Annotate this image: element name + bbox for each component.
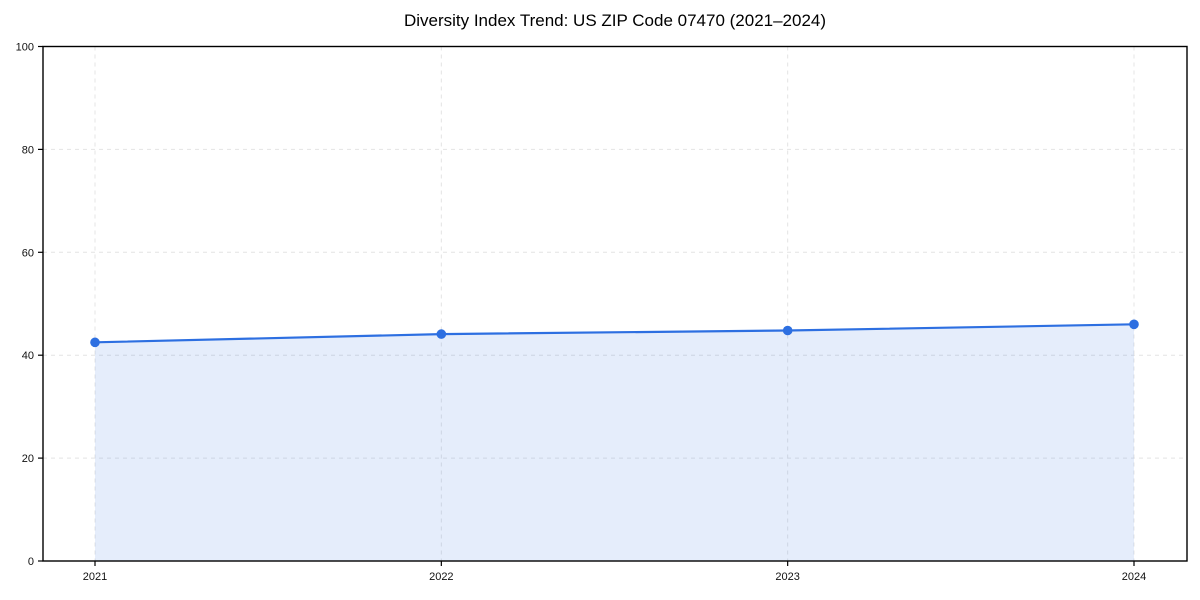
x-tick-label: 2024 bbox=[1122, 571, 1146, 583]
y-tick-label: 60 bbox=[22, 247, 34, 259]
plot-border bbox=[42, 45, 1188, 562]
tick-marks bbox=[38, 45, 1135, 566]
y-tick-label: 100 bbox=[16, 42, 34, 54]
data-point bbox=[436, 329, 447, 339]
y-tick-label: 80 bbox=[22, 144, 34, 156]
data-point bbox=[1129, 319, 1139, 330]
y-tick-label: 0 bbox=[28, 556, 34, 568]
trend-line bbox=[93, 323, 1136, 344]
data-points bbox=[90, 319, 1139, 348]
x-tick-label: 2021 bbox=[83, 571, 107, 583]
x-tick-label: 2023 bbox=[775, 571, 799, 583]
y-tick-label: 40 bbox=[22, 350, 34, 362]
chart-title: Diversity Index Trend: US ZIP Code 07470… bbox=[403, 11, 827, 30]
area-fill bbox=[95, 324, 1134, 561]
data-point bbox=[782, 325, 793, 336]
y-tick-label: 20 bbox=[22, 453, 34, 465]
y-tick-labels: 0 20 40 60 80 100 bbox=[16, 42, 34, 569]
x-tick-label: 2022 bbox=[429, 571, 453, 583]
data-point bbox=[90, 337, 100, 348]
x-tick-labels: 2021 2022 2023 2024 bbox=[83, 571, 1146, 583]
